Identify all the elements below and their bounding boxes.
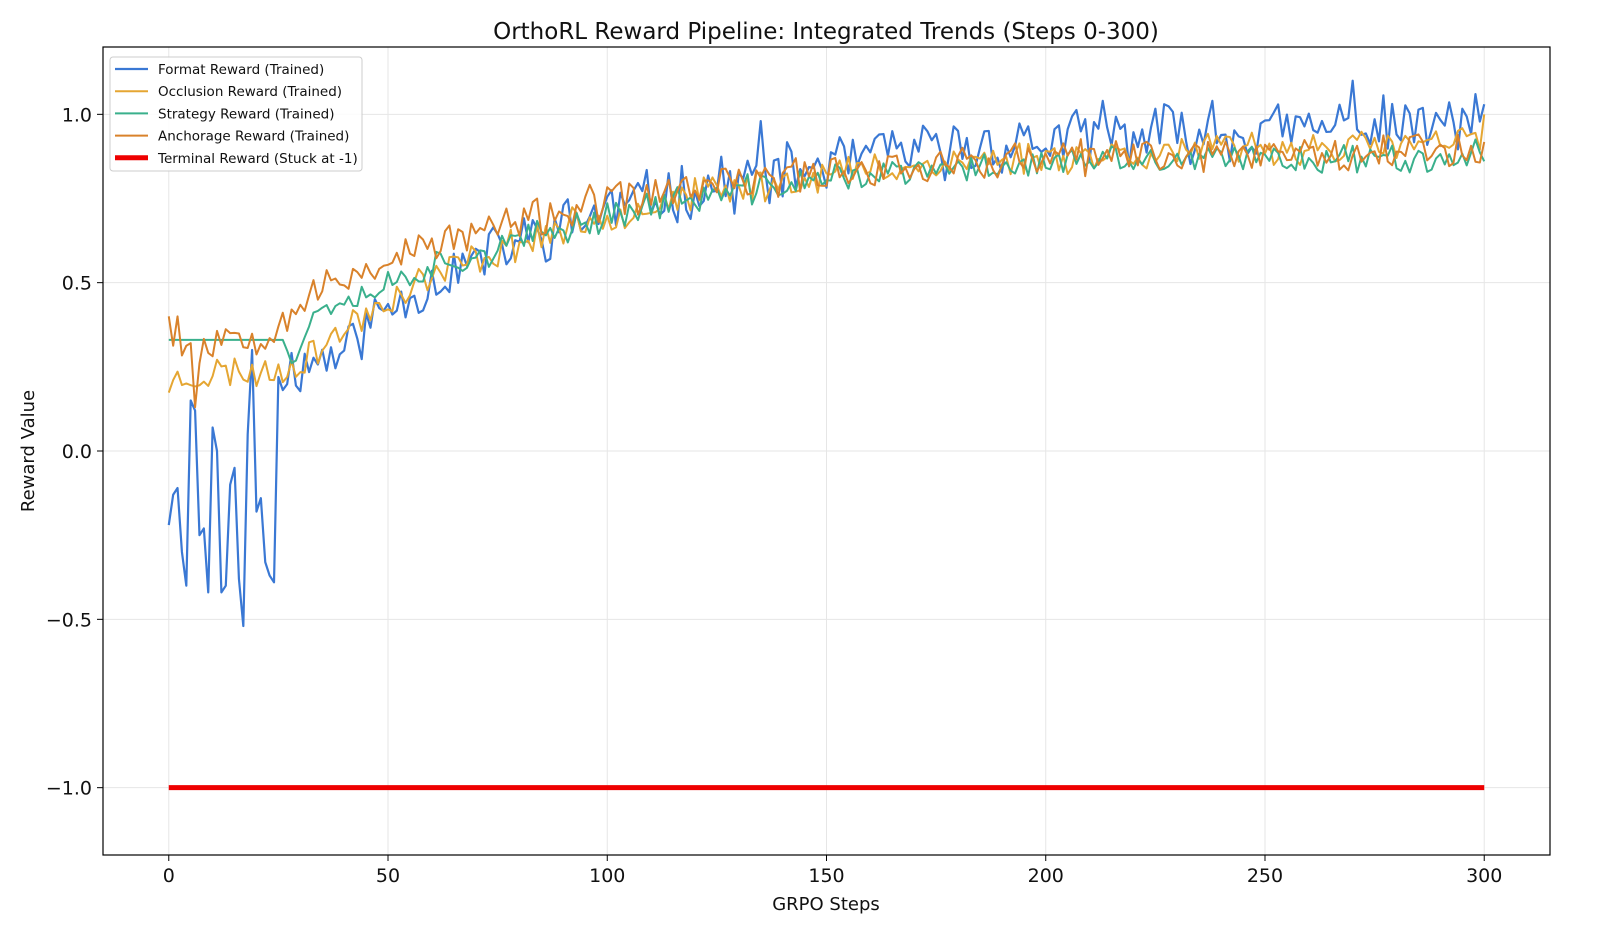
legend-label: Strategy Reward (Trained) xyxy=(158,106,335,122)
series-line-0 xyxy=(167,79,1486,628)
x-tick-label: 300 xyxy=(1466,865,1502,887)
axis-ticks: 0 50 100 150 200 250 300 1.0 0.5 0.0 −0.5 −1.0 xyxy=(46,104,1503,887)
x-tick-label: 0 xyxy=(163,865,175,887)
series-line-1 xyxy=(167,114,1486,393)
x-tick-label: 150 xyxy=(808,865,844,887)
x-tick-label: 50 xyxy=(376,865,400,887)
y-tick-label: 1.0 xyxy=(62,104,92,126)
series-line-3 xyxy=(167,133,1486,409)
y-axis-label: Reward Value xyxy=(18,390,39,512)
legend: Format Reward (Trained) Occlusion Reward … xyxy=(109,56,363,172)
legend-label: Occlusion Reward (Trained) xyxy=(158,84,342,100)
legend-box xyxy=(109,56,363,172)
x-tick-label: 250 xyxy=(1247,865,1283,887)
x-axis-label: GRPO Steps xyxy=(772,894,880,915)
legend-label: Anchorage Reward (Trained) xyxy=(158,129,349,145)
y-tick-label: −0.5 xyxy=(46,609,92,631)
y-tick-label: 0.5 xyxy=(62,273,92,295)
y-tick-label: −1.0 xyxy=(46,778,92,800)
legend-label: Format Reward (Trained) xyxy=(158,62,324,78)
legend-label: Terminal Reward (Stuck at -1) xyxy=(157,151,358,167)
series-lines xyxy=(167,79,1486,791)
x-tick-label: 200 xyxy=(1028,865,1064,887)
y-tick-label: 0.0 xyxy=(62,441,92,463)
chart-title: OrthoRL Reward Pipeline: Integrated Tren… xyxy=(493,19,1159,45)
x-tick-label: 100 xyxy=(589,865,625,887)
